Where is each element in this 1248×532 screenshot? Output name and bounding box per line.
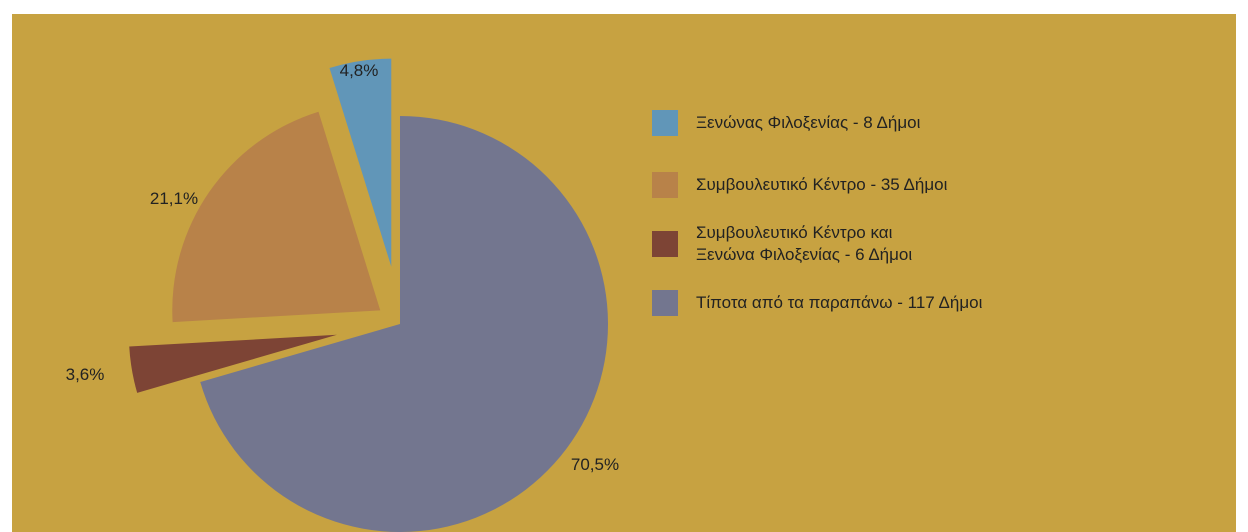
slice-percent-label: 4,8% <box>340 61 379 80</box>
legend-item: Συμβουλευτικό Κέντρο - 35 Δήμοι <box>652 172 947 198</box>
legend-item: Τίποτα από τα παραπάνω - 117 Δήμοι <box>652 290 982 316</box>
pie-slice <box>329 58 392 267</box>
slice-percent-label: 21,1% <box>150 189 198 208</box>
legend-label: Ξενώνας Φιλοξενίας - 8 Δήμοι <box>696 113 921 132</box>
legend-swatch <box>652 231 678 257</box>
slice-percent-label: 3,6% <box>66 365 105 384</box>
legend-item: Συμβουλευτικό Κέντρο και Ξενώνα Φιλοξενί… <box>652 222 912 266</box>
slice-percent-label: 70,5% <box>571 455 619 474</box>
chart-panel: 4,8% 21,1% 3,6% 70,5% Ξενώνας Φιλοξενίας - … <box>12 14 1236 532</box>
legend-swatch <box>652 172 678 198</box>
legend-label: Τίποτα από τα παραπάνω - 117 Δήμοι <box>696 293 983 312</box>
legend-item: Ξενώνας Φιλοξενίας - 8 Δήμοι <box>652 110 920 136</box>
legend-swatch <box>652 110 678 136</box>
pie-slice <box>129 334 337 393</box>
legend-label: Συμβουλευτικό Κέντρο και Ξενώνα Φιλοξενί… <box>696 223 913 264</box>
pie-chart: 4,8% 21,1% 3,6% 70,5% <box>66 58 619 532</box>
legend-label: Συμβουλευτικό Κέντρο - 35 Δήμοι <box>696 175 948 194</box>
legend-swatch <box>652 290 678 316</box>
pie-slice <box>200 116 608 532</box>
pie-slice <box>172 111 381 323</box>
